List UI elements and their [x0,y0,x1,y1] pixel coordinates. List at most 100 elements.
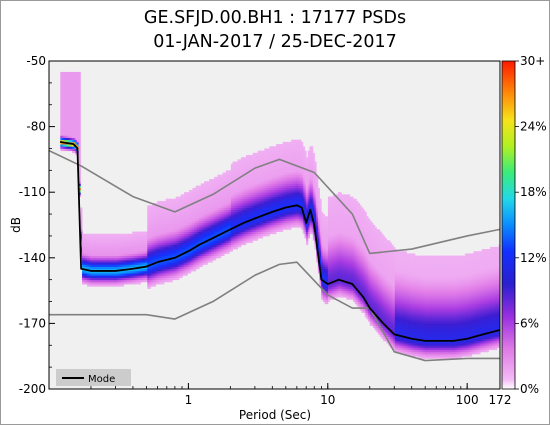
heatmap-cell [194,255,197,259]
heatmap-cell [174,262,177,265]
heatmap-cell [180,235,183,239]
heatmap-cell [100,242,103,246]
heatmap-cell [254,183,257,187]
heatmap-cell [155,244,158,248]
heatmap-cell [63,146,66,149]
heatmap-cell [105,253,108,257]
heatmap-cell [92,235,95,239]
heatmap-cell [83,255,86,259]
heatmap-cell [133,275,136,278]
heatmap-cell [142,242,145,246]
heatmap-cell [63,128,66,132]
heatmap-cell [118,275,121,278]
heatmap-cell [143,268,146,272]
heatmap-cell [239,170,242,173]
heatmap-cell [180,262,183,265]
heatmap-cell [102,273,105,276]
heatmap-cell [60,76,63,79]
heatmap-cell [118,257,121,261]
heatmap-cell [291,157,294,160]
heatmap-cell [130,253,133,257]
heatmap-cell [68,128,71,132]
heatmap-cell [163,231,167,235]
heatmap-cell [244,187,247,191]
heatmap-cell [122,240,125,243]
heatmap-cell [281,172,284,176]
heatmap-cell [261,157,264,160]
heatmap-cell [269,183,272,187]
heatmap-cell [107,257,110,261]
heatmap-cell [219,225,222,228]
heatmap-cell [110,270,113,274]
heatmap-cell [120,255,123,259]
heatmap-cell [242,194,245,197]
heatmap-cell [77,76,80,79]
heatmap-cell [122,235,125,239]
heatmap-cell [249,225,252,228]
heatmap-cell [187,229,190,232]
heatmap-cell [254,218,257,222]
heatmap-cell [66,130,70,134]
heatmap-cell [88,240,91,243]
heatmap-cell [65,89,68,93]
heatmap-cell [155,214,158,217]
heatmap-cell [60,148,63,152]
heatmap-cell [180,229,183,232]
heatmap-cell [257,187,260,191]
heatmap-cell [93,240,96,243]
heatmap-cell [299,194,302,197]
chart-title-line-2: 01-JAN-2017 / 25-DEC-2017 [153,32,397,52]
heatmap-cell [247,231,250,235]
heatmap-cell [254,168,257,171]
heatmap-cell [286,187,289,191]
heatmap-cell [78,124,81,127]
heatmap-cell [229,220,232,224]
heatmap-cell [200,233,203,237]
heatmap-cell [72,128,75,132]
heatmap-cell [230,179,233,182]
heatmap-cell [261,196,264,200]
heatmap-cell [153,214,157,217]
heatmap-cell [157,216,160,219]
heatmap-cell [257,179,260,182]
heatmap-cell [175,262,178,265]
heatmap-cell [269,181,272,184]
heatmap-cell [77,71,80,75]
heatmap-cell [255,235,259,239]
heatmap-cell [296,159,299,162]
heatmap-cell [187,231,190,235]
heatmap-cell [235,227,238,230]
heatmap-cell [160,249,163,252]
heatmap-cell [122,266,125,270]
heatmap-cell [148,275,152,278]
heatmap-cell [170,270,173,274]
heatmap-cell [115,242,118,246]
heatmap-cell [276,163,279,167]
heatmap-cell [107,262,110,265]
heatmap-cell [68,148,71,152]
heatmap-cell [122,262,125,265]
heatmap-cell [163,251,167,254]
heatmap-cell [175,273,178,276]
heatmap-cell [75,74,78,77]
heatmap-cell [296,179,299,182]
heatmap-cell [179,203,182,206]
heatmap-cell [180,266,183,270]
heatmap-cell [222,216,225,219]
heatmap-cell [93,244,96,248]
heatmap-cell [120,257,123,261]
heatmap-cell [262,159,265,162]
heatmap-cell [163,279,167,283]
heatmap-cell [276,203,279,206]
heatmap-cell [167,200,170,204]
heatmap-cell [150,209,153,213]
heatmap-cell [97,281,100,285]
heatmap-cell [217,222,220,226]
heatmap-cell [61,126,65,130]
heatmap-cell [150,255,153,259]
heatmap-cell [185,253,188,257]
heatmap-cell [234,211,237,215]
heatmap-cell [162,214,165,217]
heatmap-cell [255,233,259,237]
heatmap-cell [152,255,155,259]
